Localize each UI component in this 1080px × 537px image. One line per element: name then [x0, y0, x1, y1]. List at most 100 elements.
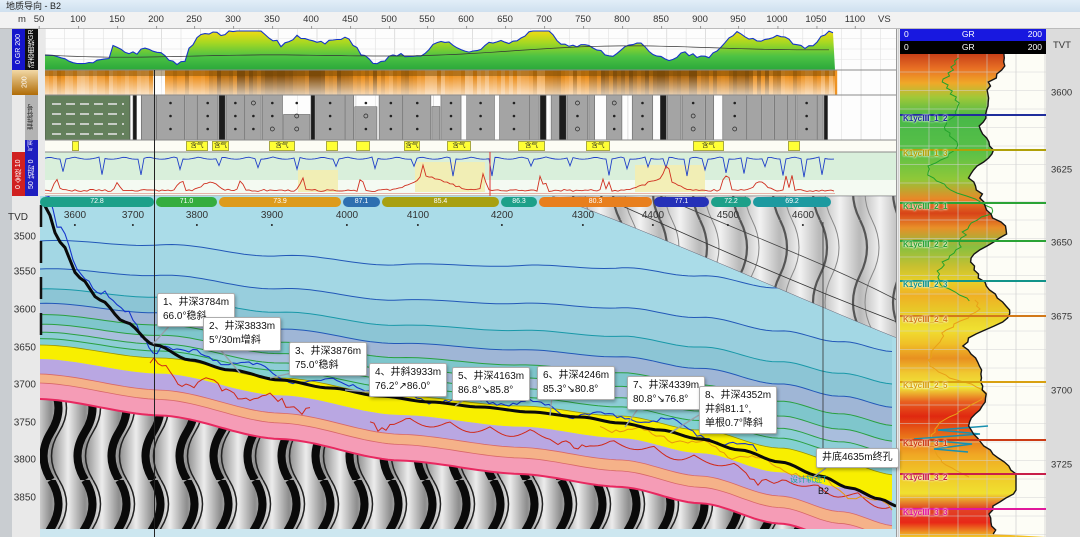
formation-top-marker[interactable]: K1ycⅢ_1_3	[900, 149, 1046, 158]
formation-top-line	[900, 439, 1046, 441]
formation-top-marker[interactable]: K1ycⅢ_1_2	[900, 114, 1046, 123]
ruler-tick: 1100	[845, 14, 865, 29]
td-callout[interactable]: 井底4635m终孔	[816, 448, 899, 468]
gr-scale-label[interactable]: 0 GR 200	[12, 28, 25, 70]
md-tick-dot	[132, 224, 134, 226]
ruler-tick: 900	[692, 14, 708, 29]
survey-callout[interactable]: 2、井深3833m 5°/30m增斜	[203, 317, 282, 351]
survey-callout[interactable]: 7、井深4339m 80.8°↘76.8°	[627, 376, 706, 410]
right-gr-header-2[interactable]: 0 GR 200	[900, 41, 1046, 54]
inclination-segment[interactable]: 87.1	[343, 197, 380, 207]
tvt-tick-label: 3675	[1051, 312, 1072, 323]
window-title: 地质导向 - B2	[6, 1, 62, 11]
survey-callout[interactable]: 6、井深4246m 85.3°↘80.8°	[537, 366, 616, 400]
gr-heatmap-scale-label[interactable]: 200	[12, 70, 38, 95]
gas-show-label: 含气	[190, 142, 204, 149]
gas-show-label: 含气	[525, 142, 538, 149]
ruler-tick: 150	[109, 14, 125, 29]
md-tick: 4100	[407, 210, 429, 226]
survey-callout[interactable]: 1、井深3784m 66.0°稳斜	[157, 293, 236, 327]
design-trajectory-label: 设计轨迹T	[790, 475, 827, 484]
total-hydrocarbon-scale-label[interactable]: 0 全烃 10	[12, 152, 25, 196]
formation-top-marker[interactable]: K1ycⅢ_2_3	[900, 280, 1046, 289]
formation-top-line	[900, 315, 1046, 317]
tvt-tick-label: 3650	[1051, 238, 1072, 249]
md-tick-dot	[802, 224, 804, 226]
formation-top-line	[900, 508, 1046, 510]
md-tick: 3800	[186, 210, 208, 226]
formation-top-line	[900, 114, 1046, 116]
top-log-tracks-area[interactable]	[45, 28, 897, 196]
inclination-value: 86.3	[512, 198, 526, 205]
survey-callout[interactable]: 4、井斜3933m 76.2°↗86.0°	[369, 363, 448, 397]
gas-track-label[interactable]: 气测	[25, 140, 38, 152]
ruler-tick: 950	[730, 14, 746, 29]
md-tick: 4300	[572, 210, 594, 226]
callout-depth-line: 5、井深4163m	[458, 371, 525, 382]
formation-top-name: K1ycⅢ_3_2	[903, 473, 948, 482]
survey-callout[interactable]: 8、井深4352m 井斜81.1°, 单根0.7°降斜	[699, 386, 778, 434]
formation-top-marker[interactable]: K1ycⅢ_3_1	[900, 439, 1046, 448]
formation-top-name: K1ycⅢ_2_3	[903, 280, 948, 289]
ruler-tick: 1050	[805, 14, 827, 29]
formation-top-line	[900, 381, 1046, 383]
survey-callout[interactable]: 3、井深3876m 75.0°稳斜	[289, 342, 368, 376]
inclination-segment[interactable]: 80.3	[539, 197, 652, 207]
formation-top-marker[interactable]: K1ycⅢ_2_5	[900, 381, 1046, 390]
md-tick-label: 3600	[63, 210, 87, 221]
md-tick-dot	[74, 224, 76, 226]
inclination-value: 69.2	[785, 198, 799, 205]
tvt-tick-value: 3650	[1051, 237, 1073, 249]
right-gr-panel-area[interactable]	[900, 54, 1046, 537]
inclination-segment[interactable]: 72.8	[40, 197, 154, 207]
window-titlebar[interactable]: 地质导向 - B2	[0, 0, 1080, 12]
inclination-value: 85.4	[433, 198, 448, 205]
formation-top-marker[interactable]: K1ycⅢ_2_2	[900, 240, 1046, 249]
tvt-tick-value: 3600	[1051, 87, 1073, 99]
formation-top-marker[interactable]: K1ycⅢ_2_4	[900, 315, 1046, 324]
gas-show-label: 含气	[452, 142, 466, 149]
callout-angle-line: 85.3°↘80.8°	[543, 384, 599, 395]
survey-callout[interactable]: 5、井深4163m 86.8°↘85.8°	[452, 367, 531, 401]
md-tick-label: 4200	[490, 210, 514, 221]
ruler-tick-label: 350	[264, 14, 280, 25]
ruler-tick: 400	[303, 14, 319, 29]
formation-top-marker[interactable]: K1ycⅢ_3_2	[900, 473, 1046, 482]
inclination-segment[interactable]: 72.2	[711, 197, 751, 207]
gr-curve-name-label[interactable]: 动态曲线GR	[25, 28, 38, 70]
ruler-tick: 250	[186, 14, 202, 29]
md-tick-label: 4600	[791, 210, 815, 221]
gas-show-badge	[326, 141, 338, 151]
formation-top-marker[interactable]: K1ycⅢ_3_3	[900, 508, 1046, 517]
gas-show-label: 含气	[275, 142, 289, 149]
formation-top-marker[interactable]: K1ycⅢ_2_1	[900, 202, 1046, 211]
inclination-segment[interactable]: 69.2	[753, 197, 831, 207]
md-tick: 4000	[336, 210, 358, 226]
tvd-tick-value: 3700	[13, 379, 36, 391]
formation-top-line	[900, 473, 1046, 475]
inclination-segment[interactable]: 71.0	[156, 197, 217, 207]
callout-angle-line: 80.8°↘76.8°	[633, 394, 689, 405]
lithology-track-label[interactable]: 岩性符号	[25, 95, 38, 140]
inclination-segment[interactable]: 77.1	[654, 197, 709, 207]
top-ruler: m VS 50 100 150 200 250 300 350 400 450	[0, 12, 1080, 29]
gr-min-label: 0	[904, 42, 909, 52]
inclination-segment[interactable]: 85.4	[382, 197, 499, 207]
ruler-tick-label: 100	[70, 14, 86, 25]
gas-show-label: 含气	[214, 142, 227, 149]
drilling-time-scale-label[interactable]: 50 钻时 0	[25, 152, 38, 196]
formation-top-name: K1ycⅢ_3_3	[903, 508, 948, 517]
tvd-tick-label: 3700	[4, 380, 36, 391]
tvt-tick-value: 3725	[1051, 459, 1073, 471]
ruler-tick-label: 650	[497, 14, 513, 25]
formation-top-name: K1ycⅢ_2_2	[903, 240, 948, 249]
ruler-tick: 100	[70, 14, 86, 29]
gas-show-label: 含气	[591, 142, 605, 149]
callout-depth-line: 7、井深4339m	[633, 380, 700, 391]
inclination-segment[interactable]: 86.3	[501, 197, 537, 207]
ruler-tick: 300	[225, 14, 241, 29]
right-gr-header-1[interactable]: 0 GR 200	[900, 28, 1046, 41]
ruler-tick: 200	[148, 14, 164, 29]
ruler-tick: 450	[342, 14, 358, 29]
inclination-segment[interactable]: 73.9	[219, 197, 341, 207]
